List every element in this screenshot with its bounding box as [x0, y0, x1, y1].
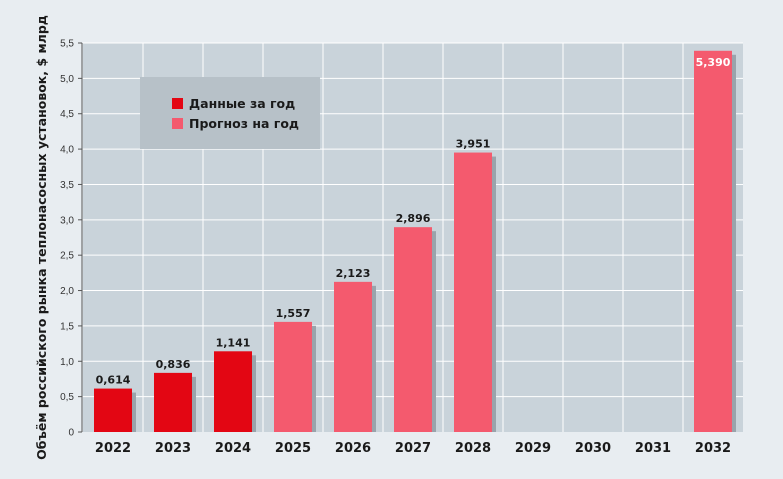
bar-2025	[274, 321, 312, 432]
data-label-2023: 0,836	[156, 358, 191, 371]
y-tick-label: 4,5	[60, 109, 74, 120]
bar-2024	[214, 351, 252, 432]
y-tick-label: 3,0	[60, 215, 74, 226]
y-tick-label: 1,5	[60, 321, 74, 332]
x-tick-label: 2022	[95, 441, 131, 456]
y-tick-label: 3,5	[60, 180, 74, 191]
x-tick-label: 2027	[395, 441, 431, 456]
data-label-2032: 5,390	[696, 56, 731, 69]
bar-2028	[454, 152, 492, 432]
legend: Данные за год Прогноз на год	[140, 77, 320, 149]
data-label-2028: 3,951	[456, 138, 491, 151]
data-label-2027: 2,896	[396, 212, 431, 225]
y-tick-label: 4,0	[60, 145, 74, 156]
data-label-2026: 2,123	[336, 267, 371, 280]
bar-2023	[154, 372, 192, 432]
bar-2022	[94, 388, 132, 432]
legend-label-forecast: Прогноз на год	[189, 116, 299, 131]
x-tick-label: 2026	[335, 441, 371, 456]
bar-2032	[694, 50, 732, 432]
y-tick-label: 0,5	[60, 392, 74, 403]
y-axis-label: Объём российского рынка теплонасосных ус…	[34, 15, 49, 460]
bar-2026	[334, 281, 372, 432]
data-label-2024: 1,141	[216, 336, 251, 349]
x-tick-label: 2032	[695, 441, 731, 456]
bars: 0,614 0,836 1,141 1,557 2,123 2,896 3,951 5,390	[94, 50, 736, 432]
y-tick-label: 2,0	[60, 286, 74, 297]
legend-swatch-actual	[172, 98, 183, 109]
x-tick-label: 2025	[275, 441, 311, 456]
gridlines	[83, 42, 743, 432]
bar-2027	[394, 227, 432, 432]
y-axis-ticks: 0 0,5 1,0 1,5 2,0 2,5 3,0 3,5 4,0 4,5 5,0 5,5	[60, 39, 83, 439]
y-tick-label: 0	[68, 428, 74, 439]
x-tick-label: 2031	[635, 441, 671, 456]
y-tick-label: 2,5	[60, 251, 74, 262]
y-tick-label: 1,0	[60, 357, 74, 368]
x-tick-label: 2029	[515, 441, 551, 456]
y-tick-label: 5,5	[60, 39, 74, 50]
legend-label-actual: Данные за год	[189, 96, 295, 111]
y-tick-label: 5,0	[60, 74, 74, 85]
data-label-2022: 0,614	[96, 374, 131, 387]
x-tick-label: 2024	[215, 441, 251, 456]
legend-swatch-forecast	[172, 118, 183, 129]
x-tick-label: 2028	[455, 441, 491, 456]
data-label-2025: 1,557	[276, 307, 311, 320]
x-tick-label: 2030	[575, 441, 611, 456]
x-axis-ticks: 2022 2023 2024 2025 2026 2027 2028 2029 2030 2031…	[95, 441, 731, 456]
legend-background	[140, 77, 320, 149]
x-tick-label: 2023	[155, 441, 191, 456]
